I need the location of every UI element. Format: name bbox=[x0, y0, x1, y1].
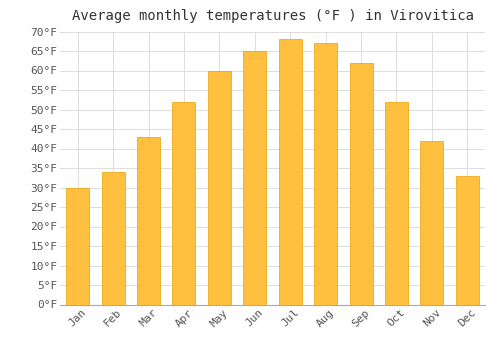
Bar bbox=[314, 43, 337, 304]
Bar bbox=[350, 63, 372, 304]
Bar bbox=[172, 102, 196, 304]
Bar bbox=[66, 188, 89, 304]
Title: Average monthly temperatures (°F ) in Virovitica: Average monthly temperatures (°F ) in Vi… bbox=[72, 9, 473, 23]
Bar bbox=[456, 176, 479, 304]
Bar bbox=[244, 51, 266, 304]
Bar bbox=[137, 137, 160, 304]
Bar bbox=[208, 70, 231, 304]
Bar bbox=[420, 141, 444, 304]
Bar bbox=[278, 39, 301, 304]
Bar bbox=[385, 102, 408, 304]
Bar bbox=[102, 172, 124, 304]
